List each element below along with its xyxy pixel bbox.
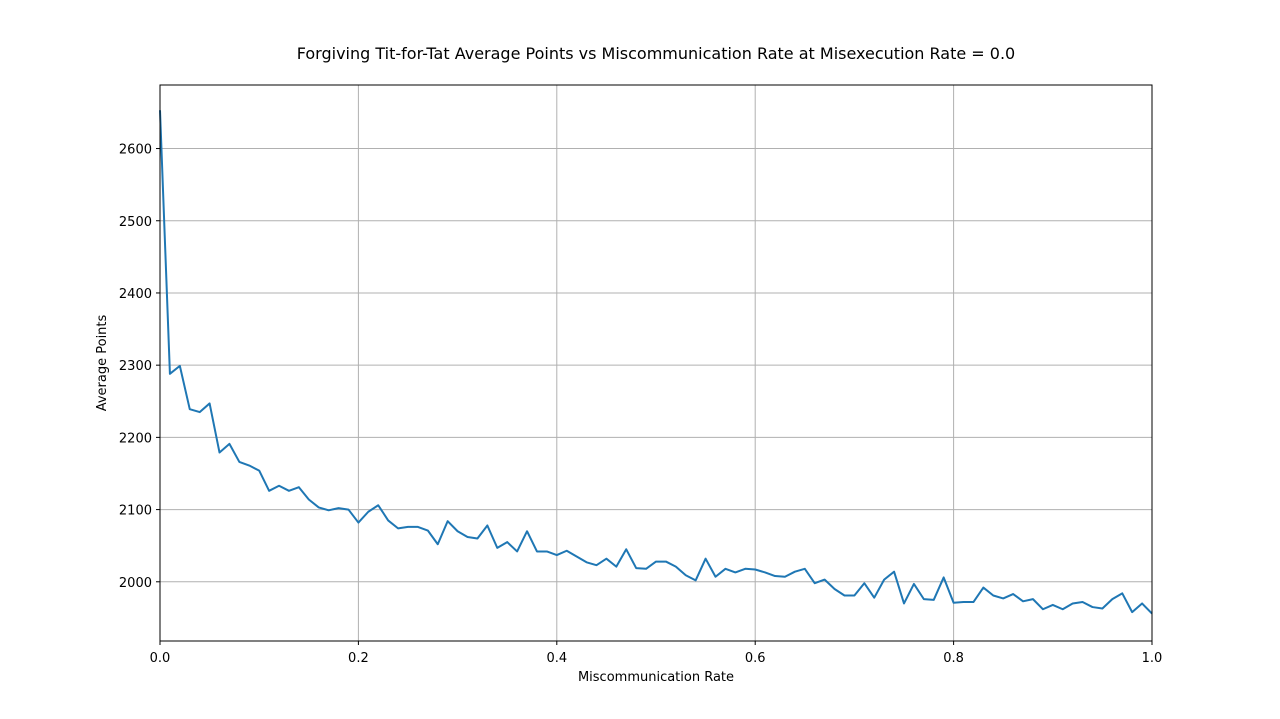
y-tick-label: 2400	[119, 287, 152, 302]
y-axis-ticks: 2000 2100 2200 2300 2400 2500 2600	[119, 143, 160, 591]
x-tick-label: 1.0	[1142, 651, 1163, 666]
y-axis-label: Average Points	[95, 314, 110, 411]
y-tick-label: 2200	[119, 431, 152, 446]
y-tick-label: 2000	[119, 576, 152, 591]
plot-frame	[159, 84, 1153, 642]
series-line	[159, 110, 1153, 615]
x-tick-label: 0.2	[348, 651, 369, 666]
x-tick-label: 0.4	[546, 651, 567, 666]
chart-title: Forgiving Tit-for-Tat Average Points vs …	[297, 44, 1015, 63]
y-tick-label: 2600	[119, 143, 152, 158]
x-axis-label: Miscommunication Rate	[578, 670, 734, 685]
x-tick-label: 0.8	[943, 651, 964, 666]
y-tick-label: 2100	[119, 504, 152, 519]
series-layer	[159, 110, 1153, 615]
x-axis-ticks: 0.0 0.2 0.4 0.6 0.8 1.0	[150, 641, 1163, 666]
x-tick-label: 0.0	[150, 651, 171, 666]
x-tick-label: 0.6	[745, 651, 766, 666]
y-tick-label: 2300	[119, 359, 152, 374]
y-tick-label: 2500	[119, 215, 152, 230]
